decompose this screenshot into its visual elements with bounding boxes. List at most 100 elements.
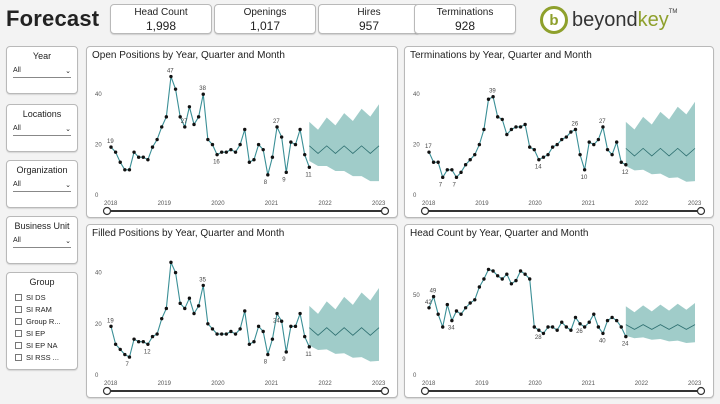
data-point[interactable] [109,324,113,329]
data-point[interactable] [261,329,265,334]
data-point[interactable] [486,97,491,101]
data-point[interactable] [201,283,205,288]
locations-dropdown[interactable]: All ⌄ [13,125,71,136]
data-point[interactable] [270,337,275,341]
data-point[interactable] [427,150,431,154]
data-point[interactable] [127,168,132,172]
data-point[interactable] [132,150,136,154]
data-point[interactable] [546,152,550,157]
data-point[interactable] [178,301,182,306]
data-point[interactable] [270,155,275,159]
slider-handle[interactable] [696,206,706,216]
data-point[interactable] [224,332,229,336]
data-point[interactable] [293,142,298,147]
data-point[interactable] [605,147,610,152]
data-point[interactable] [528,145,532,149]
data-point[interactable] [275,311,279,316]
data-point[interactable] [123,352,127,357]
data-point[interactable] [141,155,145,159]
data-point[interactable] [169,260,173,265]
slider-handle[interactable] [420,206,430,216]
data-point[interactable] [146,158,150,162]
data-point[interactable] [247,342,252,346]
data-point[interactable] [224,150,229,154]
data-point[interactable] [587,140,591,144]
data-point[interactable] [164,306,169,311]
data-point[interactable] [477,285,482,289]
data-point[interactable] [431,160,436,164]
data-point[interactable] [569,130,573,134]
data-point[interactable] [555,328,559,332]
data-point[interactable] [578,152,582,157]
data-point[interactable] [303,152,307,157]
data-point[interactable] [509,282,514,286]
filter-year[interactable]: Year All ⌄ [6,46,78,94]
data-point[interactable] [463,306,468,310]
data-point[interactable] [596,137,601,142]
data-point[interactable] [243,127,247,132]
checkbox[interactable] [15,317,22,325]
data-point[interactable] [514,278,518,283]
group-option[interactable]: Group R... [15,315,77,327]
data-point[interactable] [550,145,555,149]
data-point[interactable] [436,312,440,316]
data-point[interactable] [555,142,559,147]
data-point[interactable] [233,150,238,154]
organization-dropdown[interactable]: All ⌄ [13,181,71,192]
data-point[interactable] [441,325,445,329]
data-point[interactable] [307,345,312,349]
data-point[interactable] [146,342,150,346]
data-point[interactable] [532,147,536,152]
data-point[interactable] [569,328,573,332]
group-option[interactable]: SI DS [15,291,77,303]
data-point[interactable] [546,325,550,329]
data-point[interactable] [113,342,118,346]
checkbox[interactable] [15,353,22,361]
data-point[interactable] [238,142,242,147]
group-option[interactable]: SI RAM [15,303,77,315]
data-point[interactable] [550,325,555,329]
data-point[interactable] [196,304,201,308]
slider-handle[interactable] [696,386,706,396]
data-point[interactable] [303,334,307,339]
data-point[interactable] [619,160,623,164]
data-point[interactable] [150,334,155,339]
data-point[interactable] [118,160,122,164]
group-option[interactable]: SI RSS ... [15,351,77,363]
data-point[interactable] [596,325,601,329]
data-point[interactable] [541,331,546,336]
data-point[interactable] [141,340,145,344]
checkbox[interactable] [15,329,22,337]
data-point[interactable] [592,312,596,316]
data-point[interactable] [482,127,486,132]
data-point[interactable] [537,328,541,332]
data-point[interactable] [279,319,284,323]
data-point[interactable] [293,324,298,329]
data-point[interactable] [289,140,293,144]
data-point[interactable] [532,325,536,329]
data-point[interactable] [206,322,210,326]
data-point[interactable] [256,324,261,329]
data-point[interactable] [261,147,265,152]
data-point[interactable] [132,337,136,341]
data-point[interactable] [537,158,541,162]
data-point[interactable] [229,147,233,152]
data-point[interactable] [500,117,504,122]
data-point[interactable] [118,347,122,352]
data-point[interactable] [610,315,614,320]
data-point[interactable] [450,168,454,172]
data-point[interactable] [127,355,132,359]
data-point[interactable] [155,137,159,142]
filter-business-unit[interactable]: Business Unit All ⌄ [6,216,78,264]
slider-handle[interactable] [420,386,430,396]
data-point[interactable] [160,125,164,129]
data-point[interactable] [164,115,169,119]
data-point[interactable] [196,115,201,119]
data-point[interactable] [266,173,270,177]
data-point[interactable] [518,125,523,129]
data-point[interactable] [518,269,523,273]
data-point[interactable] [206,137,210,142]
data-point[interactable] [459,170,463,175]
data-point[interactable] [614,318,619,323]
data-point[interactable] [136,340,141,344]
